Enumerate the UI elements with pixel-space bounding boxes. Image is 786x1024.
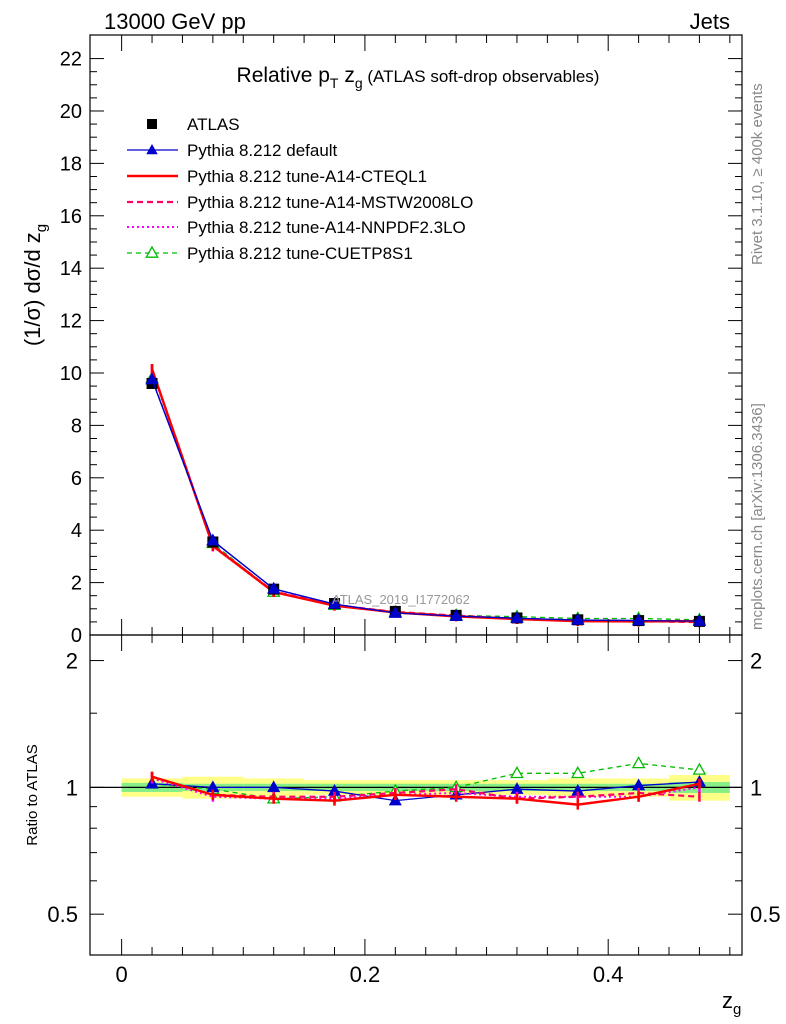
main-line-cuetp8s1 bbox=[151, 378, 700, 621]
default-marker-top-7 bbox=[571, 613, 585, 625]
main-ytick-label-9: 18 bbox=[60, 153, 82, 175]
x-axis-label: zg bbox=[722, 988, 741, 1018]
ylabel-part-b: g bbox=[33, 224, 50, 232]
main-ytick-label-4: 8 bbox=[71, 415, 82, 437]
main-ytick-label-2: 4 bbox=[71, 520, 82, 542]
main-line-nnpdf bbox=[151, 370, 700, 623]
plot-title: Relative pT zg (ATLAS soft-drop observab… bbox=[237, 64, 600, 91]
ratio-frame bbox=[89, 634, 743, 956]
default-marker-top-6 bbox=[510, 611, 524, 623]
title-part-e: (ATLAS soft-drop observables) bbox=[363, 67, 600, 86]
main-y-axis-label: (1/σ) dσ/d zg bbox=[20, 224, 50, 346]
ratio-line-cteql1 bbox=[151, 775, 700, 806]
cuetp8s1-marker-ratio-9 bbox=[692, 762, 707, 775]
ratio-ytick-label-1: 1 bbox=[66, 775, 78, 800]
main-line-cteql1 bbox=[150, 368, 700, 623]
xtick-label-0: 0 bbox=[116, 962, 128, 987]
ratio-ytick-label-0: 0.5 bbox=[47, 902, 78, 927]
xtick-label-1: 0.2 bbox=[350, 962, 381, 987]
xtick-label-2: 0.4 bbox=[593, 962, 624, 987]
ratio-ytick-label-2: 2 bbox=[66, 649, 78, 674]
cuetp8s1-marker-ratio-7 bbox=[570, 765, 585, 779]
title-part-a: Relative p bbox=[237, 64, 330, 87]
default-marker-top-3 bbox=[327, 597, 342, 609]
ratio-series bbox=[145, 756, 707, 810]
main-line-default bbox=[151, 379, 700, 622]
legend-label-default: Pythia 8.212 default bbox=[187, 141, 338, 160]
main-series bbox=[145, 364, 707, 628]
legend: ATLAS Pythia 8.212 default Pythia 8.212 … bbox=[127, 115, 473, 263]
main-line-mstw bbox=[150, 368, 700, 624]
legend-mark-data bbox=[147, 119, 157, 129]
main-y-ticks: 0 2 4 6 8 10 12 14 16 18 20 22 bbox=[60, 49, 742, 647]
main-ytick-label-11: 22 bbox=[60, 49, 82, 71]
main-ytick-label-3: 6 bbox=[71, 468, 82, 490]
ratio-panel: 0.5 0.51 12 20 0.2 0.4 bbox=[47, 35, 781, 987]
main-ytick-label-8: 16 bbox=[60, 206, 82, 228]
main-ytick-label-6: 12 bbox=[60, 311, 82, 333]
mcplots-label: mcplots.cern.ch [arXiv:1306.3436] bbox=[749, 403, 766, 630]
main-ytick-label-0: 0 bbox=[71, 625, 82, 647]
legend-label-nnpdf: Pythia 8.212 tune-A14-NNPDF2.3LO bbox=[187, 218, 466, 237]
ratio-line-cuetp8s1 bbox=[151, 762, 700, 800]
main-ytick-label-5: 10 bbox=[60, 363, 82, 385]
ratio-line-default bbox=[151, 781, 700, 802]
cuetp8s1-marker-ratio-8 bbox=[631, 756, 646, 769]
main-ytick-label-10: 20 bbox=[60, 101, 82, 123]
energy-label: 13000 GeV pp bbox=[104, 9, 246, 34]
legend-marker-default bbox=[146, 144, 158, 155]
legend-label-cteql1: Pythia 8.212 tune-A14-CTEQL1 bbox=[187, 167, 427, 186]
xlabel-part-b: g bbox=[733, 1001, 741, 1018]
default-marker-top-2 bbox=[267, 581, 281, 594]
xlabel-part-a: z bbox=[722, 988, 733, 1013]
legend-marker-cuetp8s1 bbox=[145, 245, 159, 258]
default-marker-top-5 bbox=[449, 609, 463, 621]
legend-label-data: ATLAS bbox=[187, 115, 240, 134]
ratio-ytick-label-right-0: 0.5 bbox=[750, 902, 781, 927]
process-label: Jets bbox=[690, 9, 730, 34]
legend-label-cuetp8s1: Pythia 8.212 tune-CUETP8S1 bbox=[187, 244, 413, 263]
main-ytick-label-1: 2 bbox=[71, 573, 82, 595]
default-marker-top-8 bbox=[632, 613, 646, 626]
ratio-line-nnpdf bbox=[151, 777, 700, 800]
legend-marks bbox=[127, 119, 178, 258]
default-marker-top-0 bbox=[145, 372, 159, 385]
title-part-b: T bbox=[330, 75, 339, 91]
ratio-y-axis-label: Ratio to ATLAS bbox=[24, 744, 41, 845]
ratio-ticks: 0.5 0.51 12 20 0.2 0.4 bbox=[47, 35, 781, 987]
default-marker-top-4 bbox=[388, 605, 402, 618]
rivet-label: Rivet 3.1.10, ≥ 400k events bbox=[749, 83, 766, 265]
default-marker-top-9 bbox=[692, 614, 706, 626]
ylabel-part-a: (1/σ) dσ/d z bbox=[20, 232, 45, 346]
ratio-ytick-label-right-1: 1 bbox=[750, 775, 762, 800]
main-ytick-label-7: 14 bbox=[60, 258, 82, 280]
main-line-default-top bbox=[151, 379, 700, 622]
analysis-id-label: ATLAS_2019_I1772062 bbox=[332, 592, 470, 607]
cuetp8s1-marker-ratio-6 bbox=[510, 765, 524, 779]
title-part-c: z bbox=[338, 64, 354, 87]
default-marker-ratio-2 bbox=[267, 780, 281, 793]
legend-label-mstw: Pythia 8.212 tune-A14-MSTW2008LO bbox=[187, 193, 473, 212]
title-part-d: g bbox=[355, 75, 363, 91]
default-marker-top-1 bbox=[206, 533, 220, 546]
ratio-ytick-label-right-2: 2 bbox=[750, 649, 762, 674]
